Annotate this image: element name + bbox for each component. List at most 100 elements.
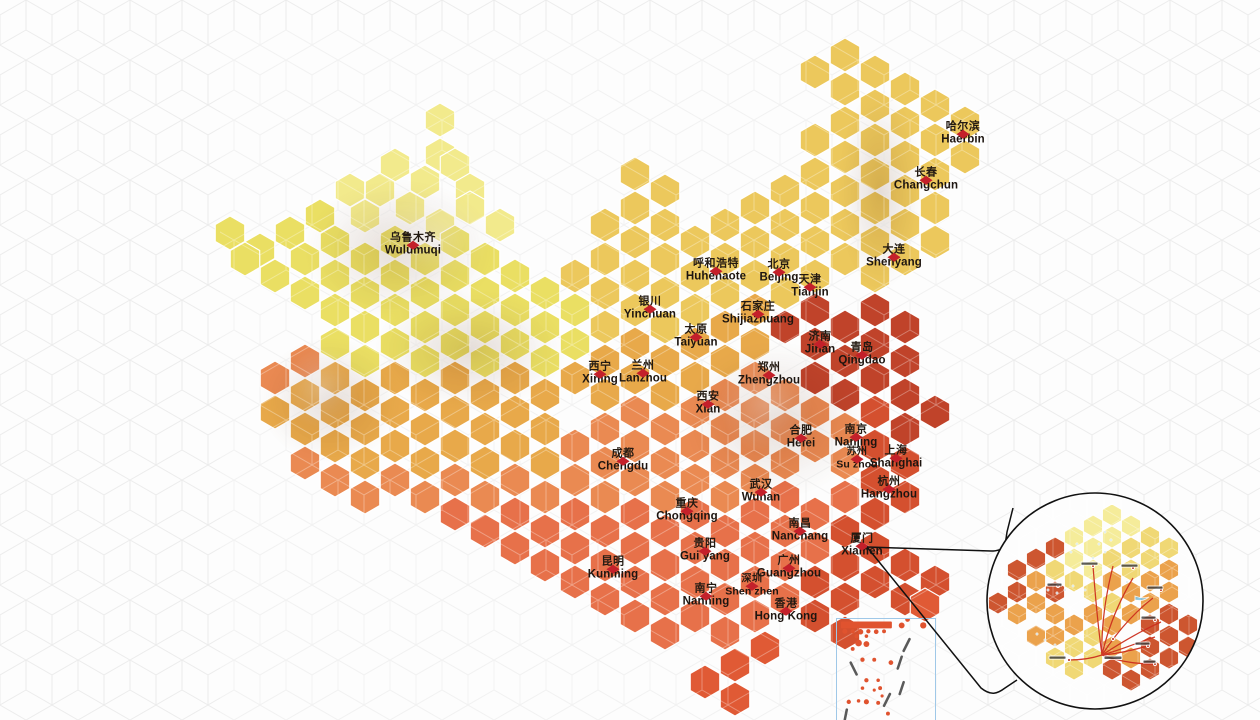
city-name-en: Hong Kong <box>754 610 818 623</box>
city-name-en: Qingdao <box>838 354 886 367</box>
city-label-xiamen[interactable]: 厦门 Xiamen <box>841 532 883 559</box>
city-name-en: Tianjin <box>791 286 829 299</box>
city-marker-icon <box>793 526 807 536</box>
city-marker-icon <box>754 487 768 497</box>
city-label-hefei[interactable]: 合肥 Hefei <box>787 424 816 451</box>
city-name-cn: 厦门 <box>850 532 874 545</box>
city-label-hangzhou[interactable]: 杭州 Hangzhou <box>860 475 918 502</box>
city-label-jinan[interactable]: 济南 Jinan <box>804 331 836 357</box>
city-marker-icon <box>680 506 694 516</box>
city-name-cn: 青岛 <box>850 341 874 354</box>
city-name-cn: 北京 <box>767 258 791 271</box>
city-label-su-zhou[interactable]: 苏州 Su zhou <box>836 447 878 471</box>
city-name-en: Taiyuan <box>674 336 718 349</box>
city-name-en: Shen zhen <box>725 585 779 598</box>
city-label-shenyang[interactable]: 大连 Shenyang <box>866 244 922 270</box>
city-marker-icon <box>689 332 703 342</box>
city-name-en: Wulumuqi <box>384 244 442 257</box>
city-marker-icon <box>782 563 796 573</box>
city-label-hong-kong[interactable]: 香港 Hong Kong <box>754 598 818 624</box>
city-label-chengdu[interactable]: 成都 Chengdu <box>598 448 649 474</box>
city-label-qingdao[interactable]: 青岛 Qingdao <box>838 341 886 368</box>
city-name-en: Su zhou <box>836 458 878 471</box>
city-label-wuhan[interactable]: 武汉 Wuhan <box>741 478 781 505</box>
city-name-cn: 昆明 <box>601 555 625 568</box>
city-name-en: Nanning <box>682 595 730 608</box>
city-marker-icon <box>606 564 620 574</box>
city-name-cn: 上海 <box>884 444 908 457</box>
city-label-chongqing[interactable]: 重庆 Chongqing <box>656 497 718 524</box>
city-label-beijing[interactable]: 北京 Beijing <box>759 258 799 285</box>
city-label-haerbin[interactable]: 哈尔滨 Haerbin <box>941 120 985 147</box>
city-name-en: Xiamen <box>841 545 883 558</box>
city-name-cn: 广州 <box>777 554 801 567</box>
fujian-detail-inset[interactable] <box>985 490 1205 712</box>
city-name-cn: 合肥 <box>789 424 813 437</box>
city-name-en: Changchun <box>893 179 959 192</box>
city-marker-icon <box>813 339 827 349</box>
city-marker-icon <box>745 581 759 591</box>
city-name-en: Yinchuan <box>623 308 677 321</box>
city-name-en: Shenyang <box>866 256 922 269</box>
city-marker-icon <box>850 454 864 464</box>
city-marker-icon <box>701 399 715 409</box>
city-name-cn: 重庆 <box>675 497 699 510</box>
city-name-en: Beijing <box>759 271 799 284</box>
city-name-en: Jinan <box>804 343 836 356</box>
city-name-en: Shijiazhuang <box>721 313 795 326</box>
city-marker-icon <box>889 453 903 463</box>
city-name-en: Chongqing <box>656 510 718 523</box>
city-marker-icon <box>698 546 712 556</box>
city-label-xian[interactable]: 西安 Xian <box>696 391 721 417</box>
city-name-en: Xining <box>582 373 618 386</box>
city-name-en: Kunming <box>587 568 639 581</box>
city-name-en: Huhehaote <box>685 270 747 283</box>
city-marker-icon <box>709 266 723 276</box>
city-name-en: Hangzhou <box>860 488 918 501</box>
city-marker-icon <box>794 433 808 443</box>
city-marker-icon <box>699 591 713 601</box>
city-marker-icon <box>887 252 901 262</box>
city-label-nanning[interactable]: 南宁 Nanning <box>682 582 730 609</box>
city-marker-icon <box>593 369 607 379</box>
city-name-en: Guangzhou <box>756 567 822 580</box>
city-label-shijiazhuang[interactable]: 石家庄 Shijiazhuang <box>721 301 795 327</box>
city-label-xining[interactable]: 西宁 Xining <box>582 361 618 387</box>
city-label-huhehaote[interactable]: 呼和浩特 Huhehaote <box>685 257 747 284</box>
city-label-shen-zhen[interactable]: 深圳 Shen zhen <box>725 573 779 598</box>
city-label-shanghai[interactable]: 上海 Shanghai <box>870 444 923 471</box>
city-marker-icon <box>636 368 650 378</box>
city-name-en: Wuhan <box>741 491 781 504</box>
city-label-tianjin[interactable]: 天津 Tianjin <box>791 274 829 300</box>
city-label-kunming[interactable]: 昆明 Kunming <box>587 555 639 582</box>
city-marker-icon <box>882 484 896 494</box>
city-name-cn: 深圳 <box>741 573 763 585</box>
city-name-cn: 南宁 <box>694 582 718 595</box>
city-name-en: Lanzhou <box>619 372 667 385</box>
city-label-changchun[interactable]: 长春 Changchun <box>893 166 959 193</box>
city-marker-icon <box>772 267 786 277</box>
city-label-nanjing[interactable]: 南京 Nanjing <box>835 424 878 450</box>
city-name-en: Gui yang <box>679 550 731 563</box>
city-marker-icon <box>751 309 765 319</box>
city-label-taiyuan[interactable]: 太原 Taiyuan <box>674 323 718 350</box>
city-label-gui-yang[interactable]: 贵阳 Gui yang <box>679 538 731 564</box>
city-name-cn: 哈尔滨 <box>945 120 981 133</box>
city-name-cn: 太原 <box>684 323 708 336</box>
city-label-guangzhou[interactable]: 广州 Guangzhou <box>756 554 822 581</box>
city-name-cn: 杭州 <box>877 475 901 488</box>
city-label-zhengzhou[interactable]: 郑州 Zhengzhou <box>738 362 800 388</box>
city-name-cn: 武汉 <box>749 478 773 491</box>
city-label-yinchuan[interactable]: 银川 Yinchuan <box>623 295 677 322</box>
city-marker-icon <box>855 541 869 551</box>
city-name-cn: 呼和浩特 <box>692 257 739 270</box>
city-marker-icon <box>956 129 970 139</box>
city-label-nanchang[interactable]: 南昌 Nanchang <box>772 518 828 544</box>
city-name-cn: 长春 <box>914 166 938 179</box>
city-label-lanzhou[interactable]: 兰州 Lanzhou <box>619 360 667 386</box>
city-name-cn: 银川 <box>638 295 662 308</box>
city-marker-icon <box>803 282 817 292</box>
city-label-wulumuqi[interactable]: 乌鲁木齐 Wulumuqi <box>384 232 442 258</box>
